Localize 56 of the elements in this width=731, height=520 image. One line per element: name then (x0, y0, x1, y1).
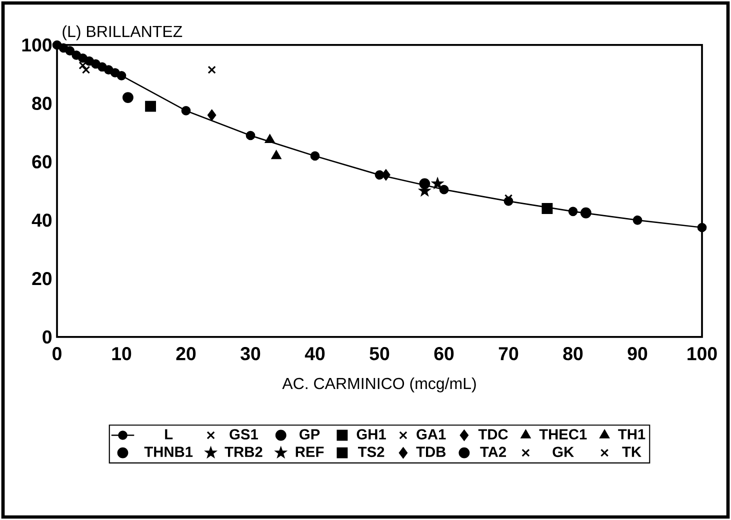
point (542, 203, 553, 214)
x-tick-label: 50 (370, 347, 390, 360)
point (697, 222, 707, 232)
legend-label: REF (296, 446, 324, 457)
point (439, 184, 449, 194)
x-tick-label: 100 (688, 347, 717, 360)
point (432, 178, 443, 188)
x-tick-label: 0 (52, 347, 62, 360)
legend-label: TRB2 (224, 446, 262, 457)
y-tick-label: 80 (32, 96, 52, 110)
point (65, 46, 75, 56)
legend-label: GA1 (416, 429, 446, 440)
legend-label: GH1 (356, 429, 386, 440)
legend-label: TDC (478, 429, 508, 440)
legend-label: TA2 (480, 446, 506, 457)
legend-label: THNB1 (144, 446, 193, 457)
x-tick-label: 10 (112, 347, 132, 360)
x-tick-label: 40 (304, 347, 325, 360)
point (246, 130, 256, 140)
legend-label: L (165, 429, 173, 440)
point (632, 216, 642, 225)
point (580, 207, 592, 218)
x-tick-label: 30 (240, 347, 260, 360)
point (265, 134, 275, 144)
point (208, 66, 216, 74)
x-tick-label: 70 (498, 347, 518, 360)
point (78, 61, 87, 70)
x-tick-label: 60 (434, 347, 454, 360)
legend-label: GK (552, 446, 574, 458)
point (208, 110, 216, 121)
point (181, 106, 191, 116)
point (310, 151, 320, 161)
legend-label: TDB (416, 446, 446, 457)
legend-label: GS1 (230, 429, 258, 440)
legend-label: TS2 (358, 446, 384, 458)
point (116, 70, 126, 80)
legend-label: THEC1 (539, 429, 587, 440)
x-tick-label: 90 (628, 347, 648, 360)
y-tick-label: 40 (32, 214, 52, 227)
point (568, 206, 578, 216)
x-axis-title: AC. CARMINICO (mcg/mL) (282, 377, 476, 392)
point (82, 66, 90, 74)
y-tick-label: 60 (32, 155, 52, 168)
y-tick-label: 20 (32, 272, 52, 286)
y-axis-title: (L) BRILLANTEZ (62, 25, 182, 40)
x-tick-label: 20 (176, 347, 196, 360)
x-tick-label: 80 (563, 347, 583, 360)
point (382, 169, 390, 180)
legend-label: TK (622, 446, 642, 457)
point (271, 150, 282, 160)
point (145, 100, 156, 112)
legend-label: TH1 (618, 429, 646, 440)
y-tick-label: 0 (42, 330, 52, 344)
point (122, 92, 134, 104)
y-tick-label: 100 (22, 38, 52, 52)
legend-label: GP (300, 429, 320, 440)
